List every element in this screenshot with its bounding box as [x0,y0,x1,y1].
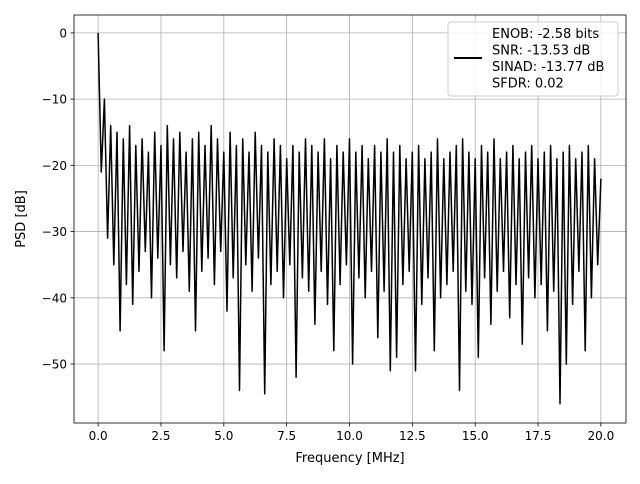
x-tick-label: 0.0 [89,429,108,443]
plot-area [97,32,602,405]
legend-sfdr: SFDR: 0.02 [492,77,564,92]
x-tick-label: 17.5 [525,429,552,443]
x-tick-label: 15.0 [462,429,489,443]
legend-snr: SNR: -13.53 dB [492,44,590,59]
x-tick-label: 7.5 [277,429,296,443]
y-axis-label: PSD [dB] [14,190,29,248]
x-tick-label: 20.0 [588,429,615,443]
x-axis-label: Frequency [MHz] [295,451,404,466]
y-tick-label: −30 [42,225,67,239]
legend-sinad: SINAD: -13.77 dB [492,60,604,75]
ticks: 0.0 2.5 5.0 7.5 10.0 12.5 15.0 17.5 20.0 0 −10 −20 −… [42,26,615,443]
axes-frame [73,14,627,424]
legend: ENOB: -2.58 bits SNR: -13.53 dB SINAD: -… [447,21,619,97]
x-tick-label: 2.5 [151,429,170,443]
y-tick-label: −50 [42,358,67,372]
y-tick-label: −40 [42,291,67,305]
y-tick-label: 0 [59,26,67,40]
x-tick-label: 5.0 [214,429,233,443]
y-tick-label: −20 [42,159,67,173]
x-tick-label: 12.5 [399,429,426,443]
y-tick-label: −10 [42,93,67,107]
legend-enob: ENOB: -2.58 bits [492,27,599,42]
psd-series-line [97,32,602,405]
legend-box [447,21,619,97]
x-tick-label: 10.0 [336,429,363,443]
